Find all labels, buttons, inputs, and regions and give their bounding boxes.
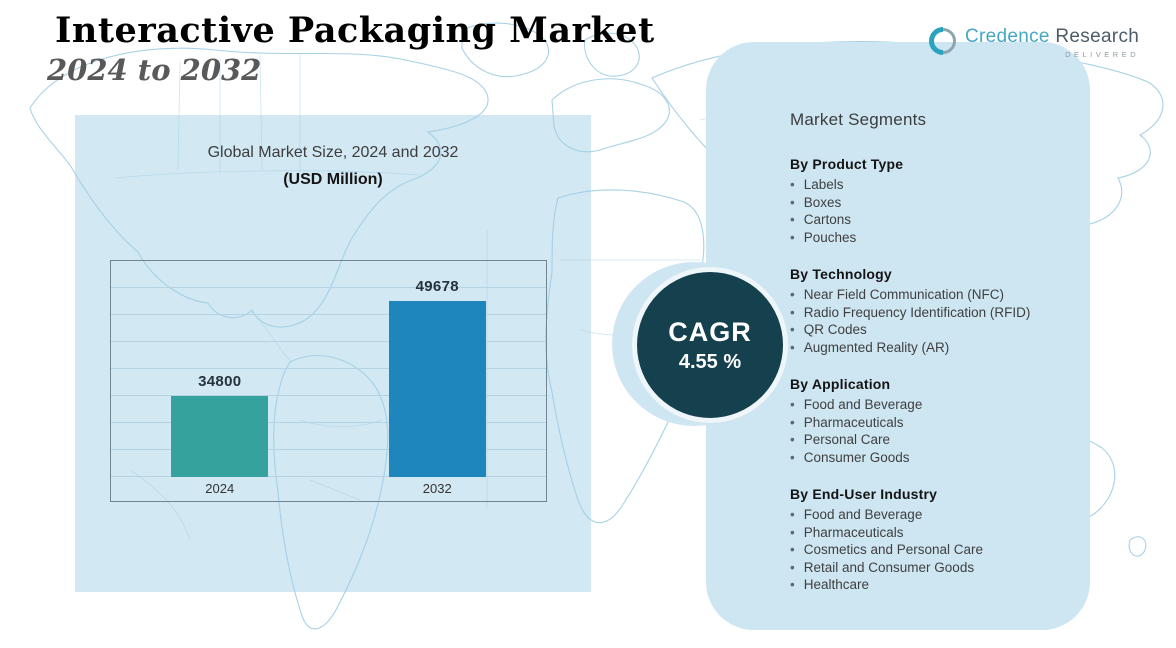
cagr-value: 4.55 %: [678, 350, 742, 373]
segment-group-product-type: By Product Type • Labels • Boxes • Cartons • Po…: [790, 156, 1054, 246]
bullet-icon: •: [790, 397, 795, 412]
segment-list: • Labels • Boxes • Cartons • Pouches: [790, 176, 1054, 246]
bullet-icon: •: [790, 322, 795, 337]
chart-bars: 34800 49678: [111, 261, 546, 477]
segment-item-label: Pouches: [803, 229, 857, 245]
bar-column-2032: 49678: [329, 261, 547, 477]
segment-list: • Food and Beverage • Pharmaceuticals • Cosme…: [790, 506, 1054, 594]
segment-item-label: Pharmaceuticals: [803, 524, 904, 540]
logo-brand-primary: Credence: [965, 26, 1050, 47]
segment-item: • Pharmaceuticals: [790, 524, 1054, 542]
bullet-icon: •: [790, 507, 795, 522]
segment-item-label: Boxes: [803, 194, 842, 210]
segment-item: • Food and Beverage: [790, 396, 1054, 414]
credence-research-logo: Credence Research Delivered: [928, 26, 1139, 59]
market-segments-title: Market Segments: [790, 110, 927, 129]
bullet-icon: •: [790, 577, 795, 592]
segment-item-label: Retail and Consumer Goods: [803, 559, 975, 575]
bullet-icon: •: [790, 194, 795, 210]
segment-item-label: Labels: [803, 177, 844, 192]
segment-item-label: Cartons: [803, 212, 852, 227]
segment-item-label: Radio Frequency Identification (RFID): [803, 304, 1031, 320]
credence-logo-icon: [929, 27, 956, 55]
segment-group-technology: By Technology • Near Field Communication …: [790, 266, 1054, 356]
segment-item-label: Food and Beverage: [803, 507, 923, 522]
bullet-icon: •: [790, 449, 795, 465]
cagr-label: CAGR: [668, 316, 752, 347]
bar-value-2024: 34800: [198, 372, 242, 390]
bullet-icon: •: [790, 212, 795, 227]
header: Interactive Packaging Market 2024 to 203…: [47, 10, 655, 87]
chart-subtitle: (USD Million): [283, 171, 383, 188]
bar-value-2032: 49678: [415, 278, 459, 296]
segment-item-label: QR Codes: [803, 322, 867, 337]
segment-group-end-user: By End-User Industry • Food and Beverage •…: [790, 486, 1054, 594]
segment-item: • Personal Care: [790, 431, 1054, 449]
segment-item: • QR Codes: [790, 321, 1054, 339]
chart-title: Global Market Size, 2024 and 2032: [207, 144, 459, 161]
segment-heading: By Application: [790, 376, 891, 392]
segment-item: • Retail and Consumer Goods: [790, 559, 1054, 577]
segment-item: • Pouches: [790, 229, 1054, 247]
segment-item-label: Near Field Communication (NFC): [803, 287, 1005, 302]
bullet-icon: •: [790, 304, 795, 320]
segment-item: • Augmented Reality (AR): [790, 339, 1054, 357]
logo-tagline: Delivered: [1065, 50, 1140, 59]
segment-item-label: Augmented Reality (AR): [803, 339, 950, 355]
segment-heading: By Technology: [790, 266, 892, 282]
logo-brand-secondary: Research: [1055, 26, 1140, 47]
bar-chart: 34800 49678 2024 2032: [110, 260, 547, 502]
segment-item: • Consumer Goods: [790, 449, 1054, 467]
page-subtitle: 2024 to 2032: [47, 53, 262, 87]
bullet-icon: •: [790, 414, 795, 430]
bar-label-2024: 2024: [205, 481, 235, 496]
segment-heading: By Product Type: [790, 156, 904, 172]
bullet-icon: •: [790, 177, 795, 192]
chart-category-axis: 2024 2032: [111, 477, 546, 496]
bullet-icon: •: [790, 559, 795, 575]
segment-item: • Pharmaceuticals: [790, 414, 1054, 432]
bar-2032: [388, 301, 486, 477]
segment-item: • Healthcare: [790, 576, 1054, 594]
bullet-icon: •: [790, 229, 795, 245]
bullet-icon: •: [790, 542, 795, 557]
segment-item: • Food and Beverage: [790, 506, 1054, 524]
segment-item: • Cartons: [790, 211, 1054, 229]
segment-item: • Labels: [790, 176, 1054, 194]
cagr-badge: CAGR 4.55 %: [632, 267, 788, 423]
segment-item-label: Food and Beverage: [803, 397, 923, 412]
segment-item: • Near Field Communication (NFC): [790, 286, 1054, 304]
segment-item-label: Cosmetics and Personal Care: [803, 542, 984, 557]
segment-item-label: Pharmaceuticals: [803, 414, 904, 430]
bullet-icon: •: [790, 339, 795, 355]
segment-item: • Radio Frequency Identification (RFID): [790, 304, 1054, 322]
segment-heading: By End-User Industry: [790, 486, 938, 502]
page-title: Interactive Packaging Market: [55, 10, 655, 51]
segment-list: • Food and Beverage • Pharmaceuticals • Perso…: [790, 396, 1054, 466]
bullet-icon: •: [790, 432, 795, 447]
segment-item: • Boxes: [790, 194, 1054, 212]
segment-item-label: Consumer Goods: [803, 449, 910, 465]
bar-2024: [171, 395, 269, 477]
bullet-icon: •: [790, 524, 795, 540]
segment-group-application: By Application • Food and Beverage • Pharma…: [790, 376, 1054, 466]
logo-brand: Credence Research: [965, 26, 1139, 48]
segment-item: • Cosmetics and Personal Care: [790, 541, 1054, 559]
segment-list: • Near Field Communication (NFC) • Radio Fr…: [790, 286, 1054, 356]
bar-label-2032: 2032: [422, 481, 452, 496]
segment-item-label: Healthcare: [803, 577, 870, 592]
bar-column-2024: 34800: [111, 261, 329, 477]
segment-item-label: Personal Care: [803, 432, 891, 447]
bullet-icon: •: [790, 287, 795, 302]
